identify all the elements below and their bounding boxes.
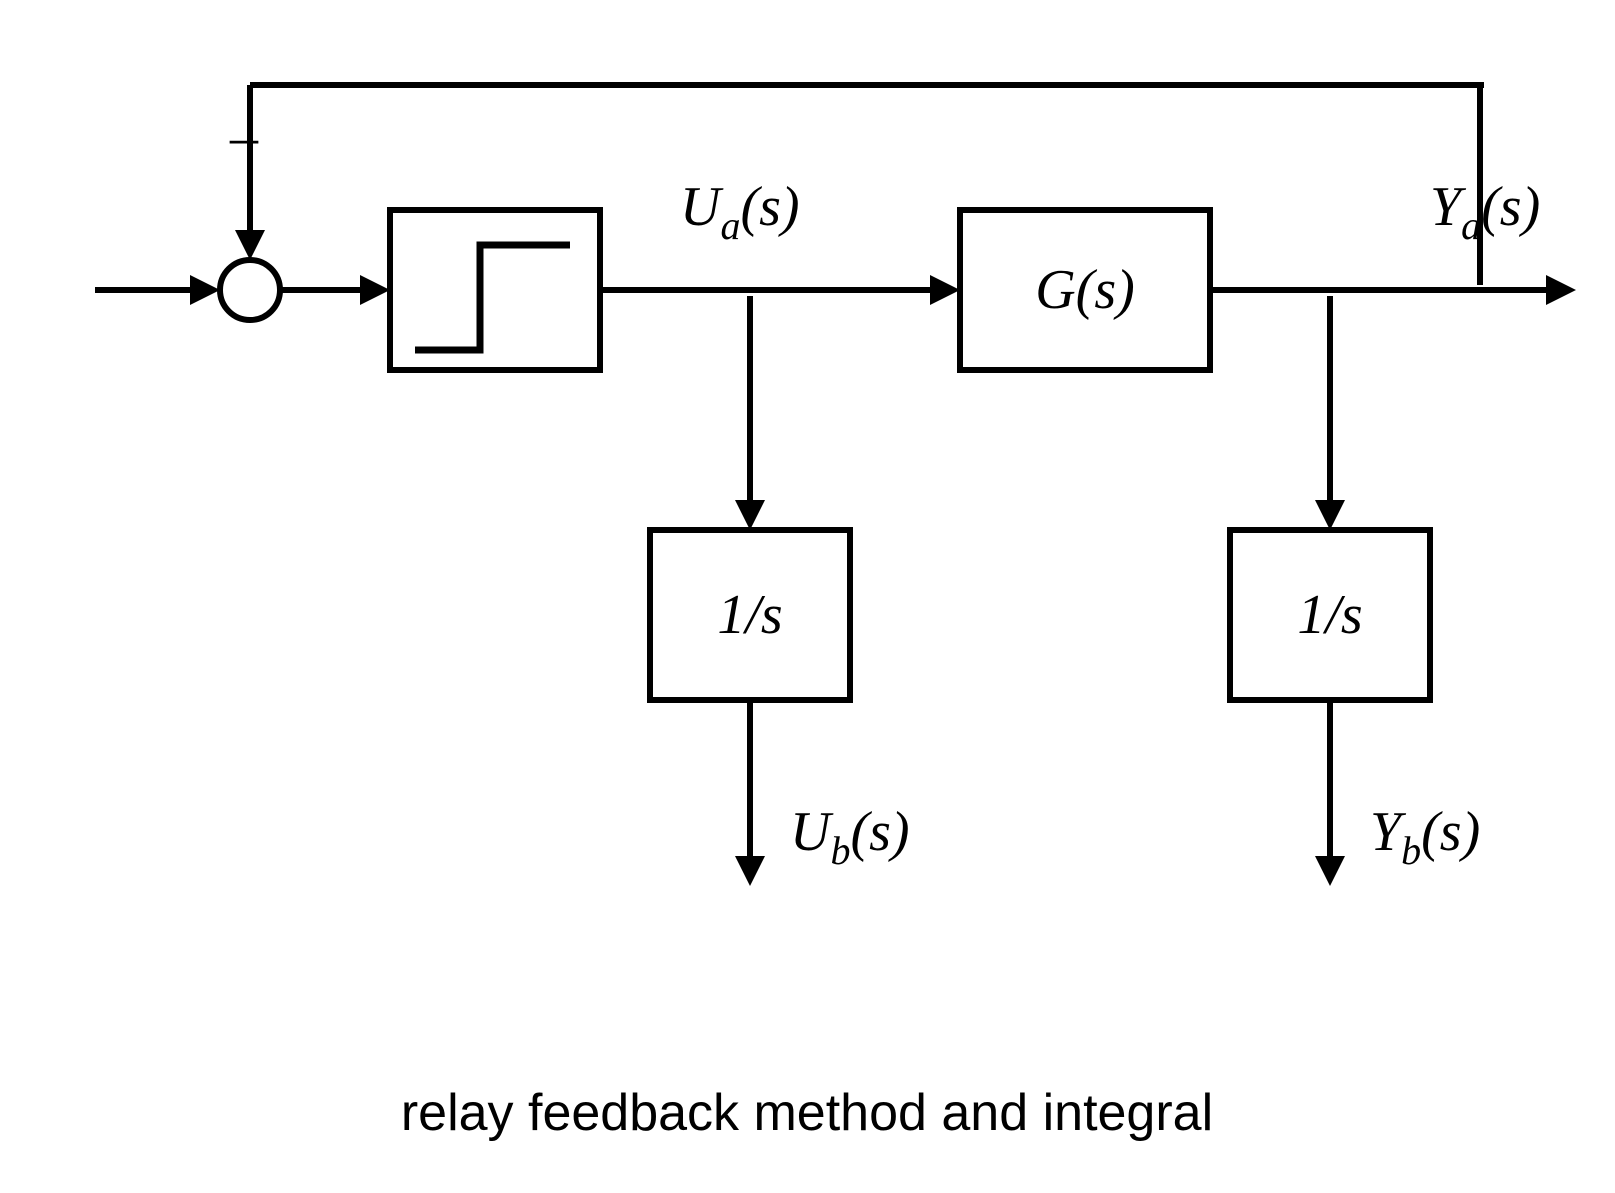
integrator-y-block-label: 1/s xyxy=(1297,584,1362,646)
signal-label-ub: Ub(s) xyxy=(790,801,910,873)
plant-block-label: G(s) xyxy=(1035,259,1135,321)
relay-block xyxy=(390,210,600,370)
signal-label-ya: Ya(s) xyxy=(1430,176,1540,248)
block-diagram: G(s) 1/s 1/s Ua(s) Ya(s) Ub(s) Yb(s) – relay f… xyxy=(0,0,1615,1193)
signal-label-ua: Ua(s) xyxy=(680,176,800,248)
feedback-minus-label: – xyxy=(229,106,259,168)
signal-label-yb: Yb(s) xyxy=(1370,801,1480,873)
integrator-u-block-label: 1/s xyxy=(717,584,782,646)
diagram-caption: relay feedback method and integral xyxy=(401,1084,1213,1142)
summing-junction xyxy=(220,260,280,320)
